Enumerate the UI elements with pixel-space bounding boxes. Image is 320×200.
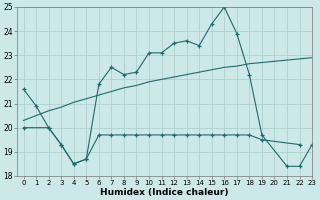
X-axis label: Humidex (Indice chaleur): Humidex (Indice chaleur) bbox=[100, 188, 229, 197]
